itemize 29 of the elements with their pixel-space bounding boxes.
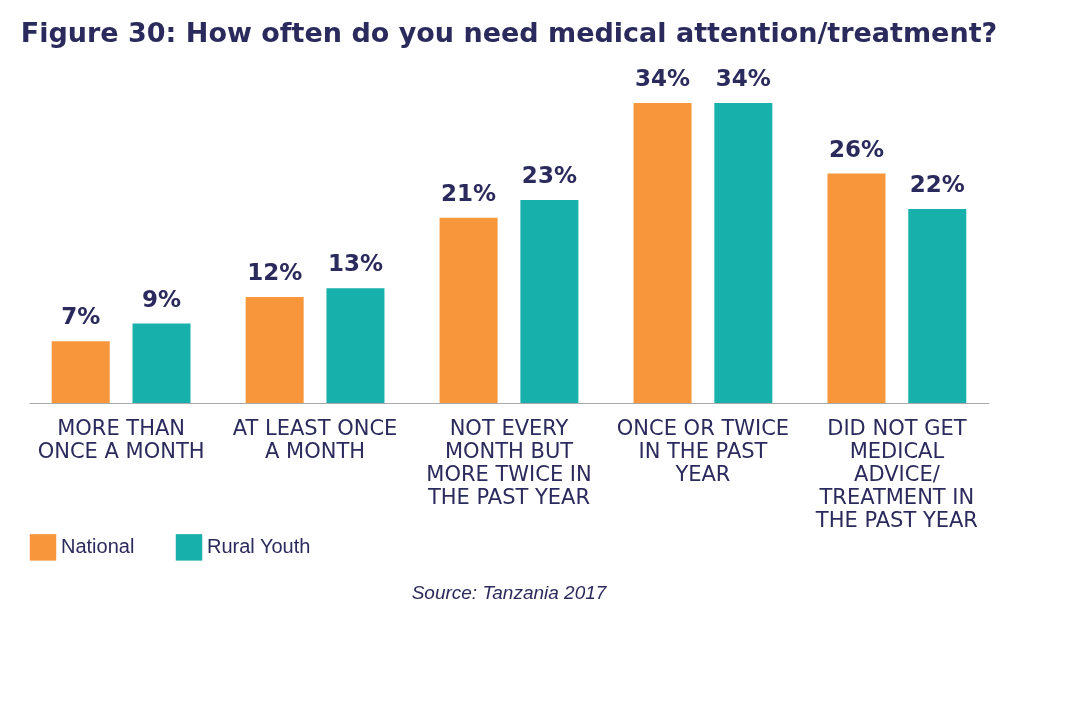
legend-label: National [61, 535, 135, 558]
data-label: 34% [715, 65, 771, 91]
x-tick-label: MORE THAN ONCE A MONTH [37, 415, 205, 463]
bar [633, 103, 692, 403]
bar [326, 288, 385, 403]
x-tick-label: AT LEAST ONCE A MONTH [232, 415, 398, 463]
data-label: 9% [141, 285, 182, 312]
data-label: 13% [327, 250, 383, 277]
data-label: 7% [61, 303, 101, 330]
data-label: 23% [521, 162, 577, 189]
data-label: 22% [909, 170, 965, 197]
source-note: Source: Tanzania 2017 [411, 582, 608, 603]
x-tick-label: DID NOT GET MEDICAL ADVICE/ TREATMENT IN THE PAST YEAR [814, 415, 978, 532]
bar [827, 173, 886, 403]
x-tick-label: NOT EVERY MONTH BUT MORE TWICE IN THE PAST YEAR [426, 415, 592, 509]
bar [714, 103, 773, 403]
data-label: 34% [635, 65, 691, 91]
legend-label: Rural Youth [207, 535, 311, 558]
bar [51, 341, 110, 403]
bar [132, 323, 191, 403]
bar [908, 208, 967, 403]
x-tick-label: ONCE OR TWICE IN THE PAST YEAR [616, 415, 790, 486]
bar [439, 217, 498, 403]
data-label: 21% [441, 179, 497, 206]
bar [520, 200, 579, 403]
data-label: 26% [828, 135, 885, 162]
chart-title: Figure 30: How often do you need medical attention/treatment? [20, 17, 998, 48]
data-label: 12% [247, 259, 303, 286]
bar [245, 297, 304, 403]
